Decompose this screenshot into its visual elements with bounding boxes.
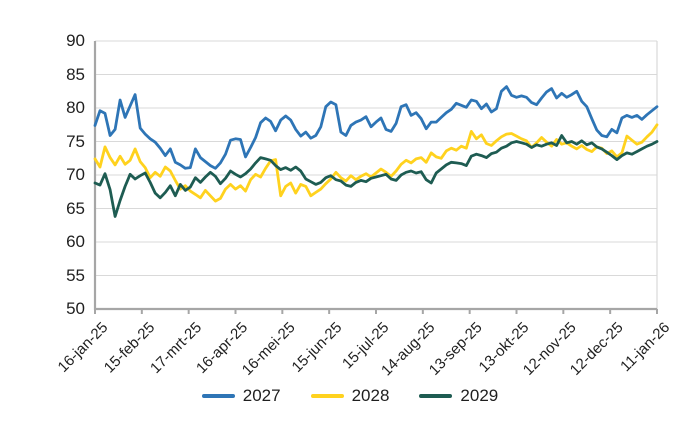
- y-tick-label-90: 90: [66, 31, 85, 50]
- y-tick-label-50: 50: [66, 299, 85, 318]
- legend-swatch-2029: [419, 394, 453, 398]
- legend: 2027 2028 2029: [0, 386, 700, 406]
- legend-item-2028: 2028: [310, 386, 390, 406]
- y-tick-label-65: 65: [66, 198, 85, 218]
- y-tick-label-70: 70: [66, 165, 85, 184]
- legend-label-2028: 2028: [351, 386, 390, 405]
- legend-item-2027: 2027: [201, 386, 281, 406]
- y-tick-label-55: 55: [66, 265, 85, 285]
- y-tick-label-60: 60: [66, 232, 85, 251]
- legend-item-2029: 2029: [419, 386, 498, 406]
- legend-swatch-2027: [201, 394, 235, 398]
- legend-swatch-2028: [310, 394, 344, 398]
- series-line-2027: [93, 85, 659, 170]
- series-line-2029: [93, 134, 659, 218]
- legend-label-2027: 2027: [242, 386, 281, 405]
- y-tick-label-85: 85: [66, 64, 85, 84]
- y-tick-label-75: 75: [66, 131, 85, 151]
- y-tick-label-80: 80: [66, 98, 85, 117]
- legend-label-2029: 2029: [460, 386, 499, 405]
